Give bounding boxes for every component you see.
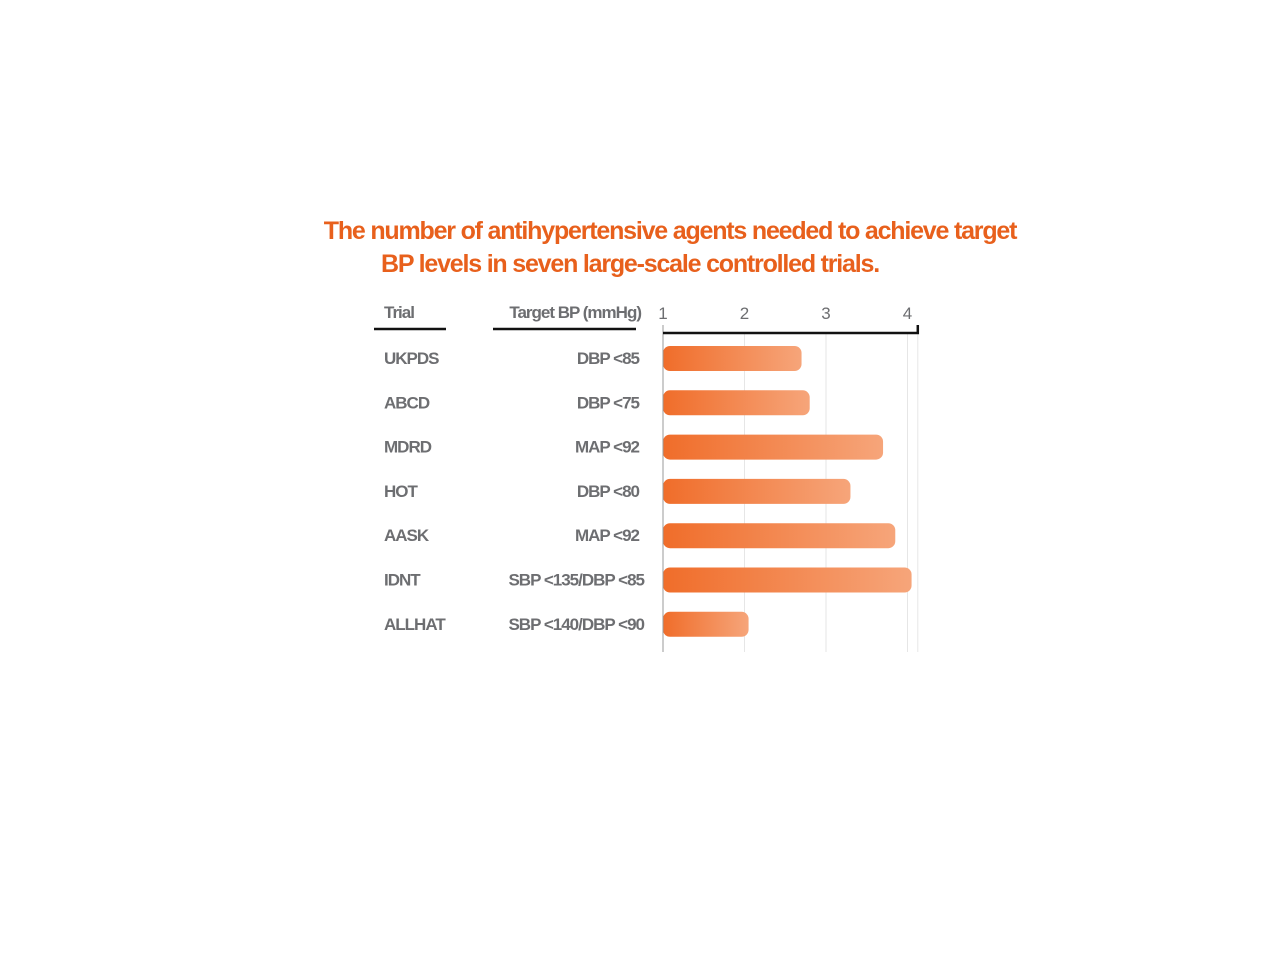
- trial-label: UKPDS: [384, 349, 439, 368]
- target-label: MAP <92: [575, 526, 640, 545]
- trial-label: ABCD: [384, 393, 430, 412]
- bar-aask: [663, 523, 896, 549]
- target-label: SBP <140/DBP <90: [508, 615, 644, 634]
- bar-hot: [663, 478, 851, 504]
- bar-ukpds: [663, 346, 802, 371]
- target-label: SBP <135/DBP <85: [508, 571, 644, 590]
- x-axis-line: [663, 325, 920, 335]
- chart-title-line-1: The number of antihypertensive agents ne…: [323, 217, 1018, 245]
- trial-label: HOT: [384, 482, 419, 501]
- chart-title: The number of antihypertensive agents ne…: [300, 215, 1040, 281]
- trial-column-header: Trial: [384, 303, 414, 322]
- x-axis-ticks: 1 2 3 4: [658, 304, 912, 323]
- x-tick-label: 4: [903, 304, 912, 323]
- x-tick-label: 2: [740, 304, 749, 323]
- x-tick-label: 3: [821, 304, 830, 323]
- trial-label: MDRD: [384, 438, 432, 457]
- x-tick-label: 1: [658, 304, 667, 323]
- target-label: DBP <80: [577, 482, 640, 501]
- trial-label: IDNT: [384, 571, 421, 590]
- target-label: DBP <85: [577, 349, 640, 368]
- bar-abcd: [663, 390, 810, 416]
- row-labels: UKPDS DBP <85 ABCD DBP <75 MDRD MAP <92 HOT DBP…: [384, 349, 646, 634]
- target-column-header: Target BP (mmHg): [509, 303, 641, 322]
- trial-label: ALLHAT: [384, 615, 446, 634]
- bar-allhat: [663, 611, 749, 637]
- bar-mdrd: [663, 434, 884, 460]
- bar-idnt: [663, 567, 912, 593]
- chart-title-line-2: BP levels in seven large-scale controlle…: [381, 250, 880, 278]
- target-label: MAP <92: [575, 438, 640, 457]
- target-label: DBP <75: [577, 393, 640, 412]
- trial-label: AASK: [384, 526, 430, 545]
- bars-group: [663, 346, 912, 637]
